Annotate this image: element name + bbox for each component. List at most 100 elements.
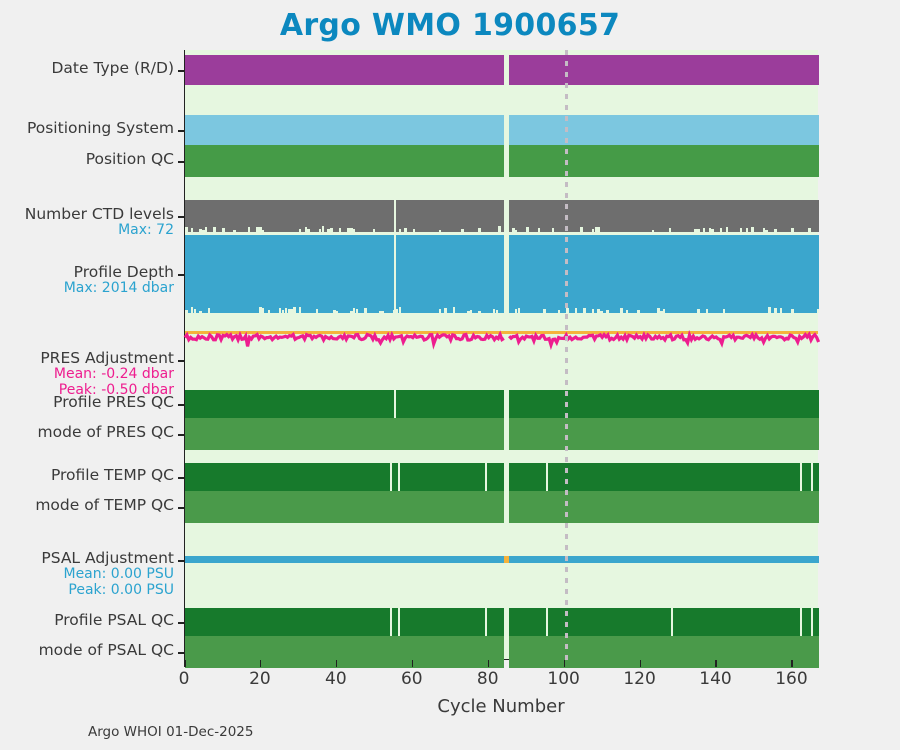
y-tick: [178, 274, 185, 276]
depth-variation-notch: [662, 308, 666, 313]
depth-variation-notch: [597, 226, 600, 232]
depth-variation-notch: [708, 227, 712, 232]
depth-variation-notch: [199, 310, 202, 313]
depth-variation-notch: [327, 229, 330, 232]
x-tick-label: 160: [775, 669, 808, 689]
row-label-text: Position QC: [85, 150, 174, 168]
depth-variation-notch: [774, 229, 777, 232]
depth-variation-notch: [526, 227, 529, 232]
data-row-psal_qc: [185, 608, 819, 636]
data-row-psal_adj: [185, 545, 819, 575]
x-tick-label: 120: [623, 669, 656, 689]
depth-variation-notch: [551, 228, 555, 232]
row-label-text: PRES Adjustment: [40, 349, 174, 367]
row-label-profile_depth: Profile Depth Max: 2014 dbar: [63, 263, 174, 297]
band-segment: [185, 200, 394, 232]
pres-zero-reference-line: [185, 331, 818, 334]
depth-variation-notch: [284, 308, 288, 313]
depth-variation-notch: [293, 307, 296, 313]
row-label-text: Number CTD levels: [24, 205, 174, 223]
row-label-pres_qc: Profile PRES QC: [53, 393, 174, 411]
row-label-temp_qc: Profile TEMP QC: [51, 466, 174, 484]
band-segment: [509, 463, 546, 491]
depth-variation-notch: [321, 226, 325, 232]
row-sublabel: Peak: -0.50 dbar: [58, 382, 174, 399]
x-tick: [487, 660, 490, 667]
depth-variation-notch: [350, 227, 353, 232]
depth-variation-notch: [537, 227, 541, 232]
row-sublabel: Mean: -0.24 dbar: [53, 366, 174, 383]
band-segment: [185, 115, 504, 145]
data-row-position_qc: [185, 145, 819, 177]
y-tick: [178, 70, 185, 72]
depth-variation-notch: [594, 227, 598, 232]
depth-variation-notch: [202, 229, 205, 232]
depth-variation-notch: [498, 226, 501, 232]
row-label-text: PSAL Adjustment: [41, 549, 174, 567]
row-label-text: Date Type (R/D): [51, 59, 174, 77]
depth-variation-notch: [461, 229, 464, 232]
depth-variation-notch: [779, 307, 783, 313]
y-tick: [178, 652, 185, 654]
depth-variation-notch: [298, 229, 302, 232]
band-segment: [392, 608, 398, 636]
depth-variation-notch: [338, 227, 342, 232]
x-tick-label: 140: [699, 669, 732, 689]
depth-variation-notch: [719, 228, 723, 232]
band-segment: [185, 235, 394, 313]
depth-variation-notch: [185, 310, 188, 313]
row-label-text: mode of PSAL QC: [38, 641, 174, 659]
x-axis: Cycle Number 0 20 40 60 80 100 120 140 160: [179, 660, 818, 717]
depth-variation-notch: [768, 307, 771, 313]
psal-adjustment-line-segment: [509, 556, 819, 563]
depth-variation-notch: [597, 309, 600, 313]
band-segment: [487, 463, 504, 491]
data-row-pres_adj: [183, 325, 821, 395]
row-label-text: Profile PSAL QC: [54, 611, 174, 629]
depth-variation-notch: [281, 310, 285, 313]
depth-variation-notch: [398, 228, 402, 232]
depth-variation-notch: [478, 310, 481, 313]
depth-variation-notch: [233, 229, 236, 232]
depth-variation-notch: [392, 309, 396, 313]
row-label-psal_qc_mode: mode of PSAL QC: [38, 641, 174, 659]
band-segment: [185, 390, 394, 418]
band-segment: [509, 491, 819, 523]
depth-variation-notch: [318, 228, 322, 232]
depth-variation-notch: [247, 226, 251, 232]
depth-variation-notch: [583, 308, 586, 313]
band-segment: [509, 390, 819, 418]
row-sublabel: Mean: 0.00 PSU: [63, 566, 174, 583]
depth-variation-notch: [352, 228, 356, 232]
band-segment: [509, 235, 819, 313]
depth-variation-notch: [185, 227, 188, 232]
depth-variation-notch: [278, 307, 282, 313]
depth-variation-notch: [762, 227, 766, 232]
depth-variation-notch: [492, 309, 496, 313]
depth-variation-notch: [350, 310, 353, 313]
row-sublabel: Peak: 0.00 PSU: [68, 582, 174, 599]
depth-variation-notch: [372, 229, 376, 232]
depth-variation-notch: [352, 308, 356, 313]
x-tick-label: 40: [325, 669, 347, 689]
x-tick: [791, 660, 793, 667]
band-segment: [392, 463, 398, 491]
depth-variation-notch: [580, 226, 583, 232]
band-segment: [509, 418, 819, 450]
depth-variation-notch: [452, 307, 456, 313]
depth-variation-notch: [512, 227, 515, 232]
data-row-psal_qc_mode: [185, 636, 819, 668]
band-segment: [185, 636, 504, 668]
row-sublabel: Max: 2014 dbar: [63, 280, 174, 297]
depth-variation-notch: [190, 228, 194, 232]
band-segment: [185, 608, 390, 636]
depth-variation-notch: [204, 227, 208, 232]
band-segment: [185, 418, 504, 450]
band-segment: [509, 608, 546, 636]
y-tick: [178, 622, 185, 624]
row-label-ctd_levels: Number CTD levels Max: 72: [24, 205, 174, 239]
row-label-pos_system: Positioning System: [27, 119, 174, 137]
depth-variation-notch: [438, 229, 442, 232]
depth-variation-notch: [207, 308, 211, 313]
depth-variation-notch: [330, 228, 333, 232]
